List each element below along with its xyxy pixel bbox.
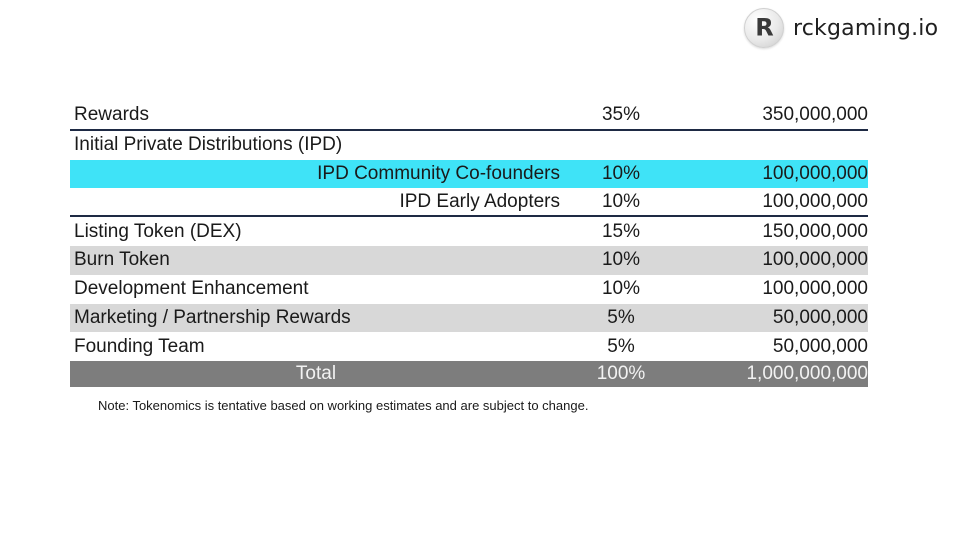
table-row-ipd-early-adopters: IPD Early Adopters 10% 100,000,000 bbox=[70, 188, 868, 218]
table-row-ipd-header: Initial Private Distributions (IPD) bbox=[70, 131, 868, 160]
total-percent: 100% bbox=[596, 363, 646, 385]
table-row-total: Total 100% 1,000,000,000 bbox=[70, 361, 868, 388]
total-amount: 1,000,000,000 bbox=[746, 363, 868, 385]
brand-logo: R rckgaming.io bbox=[744, 6, 938, 50]
row-percent: 5% bbox=[607, 306, 635, 328]
table-row-ipd-community-cofounders: IPD Community Co-founders 10% 100,000,00… bbox=[70, 159, 868, 189]
row-amount: 100,000,000 bbox=[762, 249, 868, 271]
row-percent: 10% bbox=[601, 249, 641, 271]
row-percent: 5% bbox=[607, 335, 635, 357]
brand-logo-icon: R bbox=[744, 8, 784, 48]
row-label: Marketing / Partnership Rewards bbox=[74, 306, 351, 328]
brand-name: rckgaming.io bbox=[793, 15, 939, 41]
row-label: Listing Token (DEX) bbox=[74, 220, 242, 242]
row-percent: 35% bbox=[601, 104, 641, 126]
total-label: Total bbox=[295, 363, 337, 385]
row-amount: 50,000,000 bbox=[772, 306, 868, 328]
table-row-founding-team: Founding Team 5% 50,000,000 bbox=[70, 332, 868, 361]
row-label: Rewards bbox=[74, 104, 149, 126]
row-percent: 10% bbox=[601, 278, 641, 300]
row-percent: 10% bbox=[601, 190, 641, 212]
row-label: Burn Token bbox=[74, 249, 170, 271]
table-row-burn-token: Burn Token 10% 100,000,000 bbox=[70, 245, 868, 275]
row-label: IPD Early Adopters bbox=[399, 190, 560, 212]
row-label: Development Enhancement bbox=[74, 278, 309, 300]
brand-logo-letter: R bbox=[755, 13, 773, 42]
table-row-marketing-partnership: Marketing / Partnership Rewards 5% 50,00… bbox=[70, 303, 868, 333]
row-amount: 100,000,000 bbox=[762, 162, 868, 184]
row-label: IPD Community Co-founders bbox=[317, 162, 560, 184]
row-amount: 100,000,000 bbox=[762, 278, 868, 300]
row-label: Founding Team bbox=[74, 335, 205, 357]
table-row-rewards: Rewards 35% 350,000,000 bbox=[70, 102, 868, 131]
row-amount: 50,000,000 bbox=[772, 335, 868, 357]
row-amount: 150,000,000 bbox=[762, 220, 868, 242]
row-label: Initial Private Distributions (IPD) bbox=[74, 134, 343, 156]
tokenomics-table: Rewards 35% 350,000,000 Initial Private … bbox=[70, 102, 868, 388]
row-amount: 100,000,000 bbox=[762, 190, 868, 212]
disclaimer-note: Note: Tokenomics is tentative based on w… bbox=[98, 398, 589, 413]
row-percent: 10% bbox=[601, 162, 641, 184]
row-amount: 350,000,000 bbox=[762, 104, 868, 126]
table-row-listing-token: Listing Token (DEX) 15% 150,000,000 bbox=[70, 217, 868, 246]
table-row-development-enhancement: Development Enhancement 10% 100,000,000 bbox=[70, 275, 868, 304]
row-percent: 15% bbox=[601, 220, 641, 242]
